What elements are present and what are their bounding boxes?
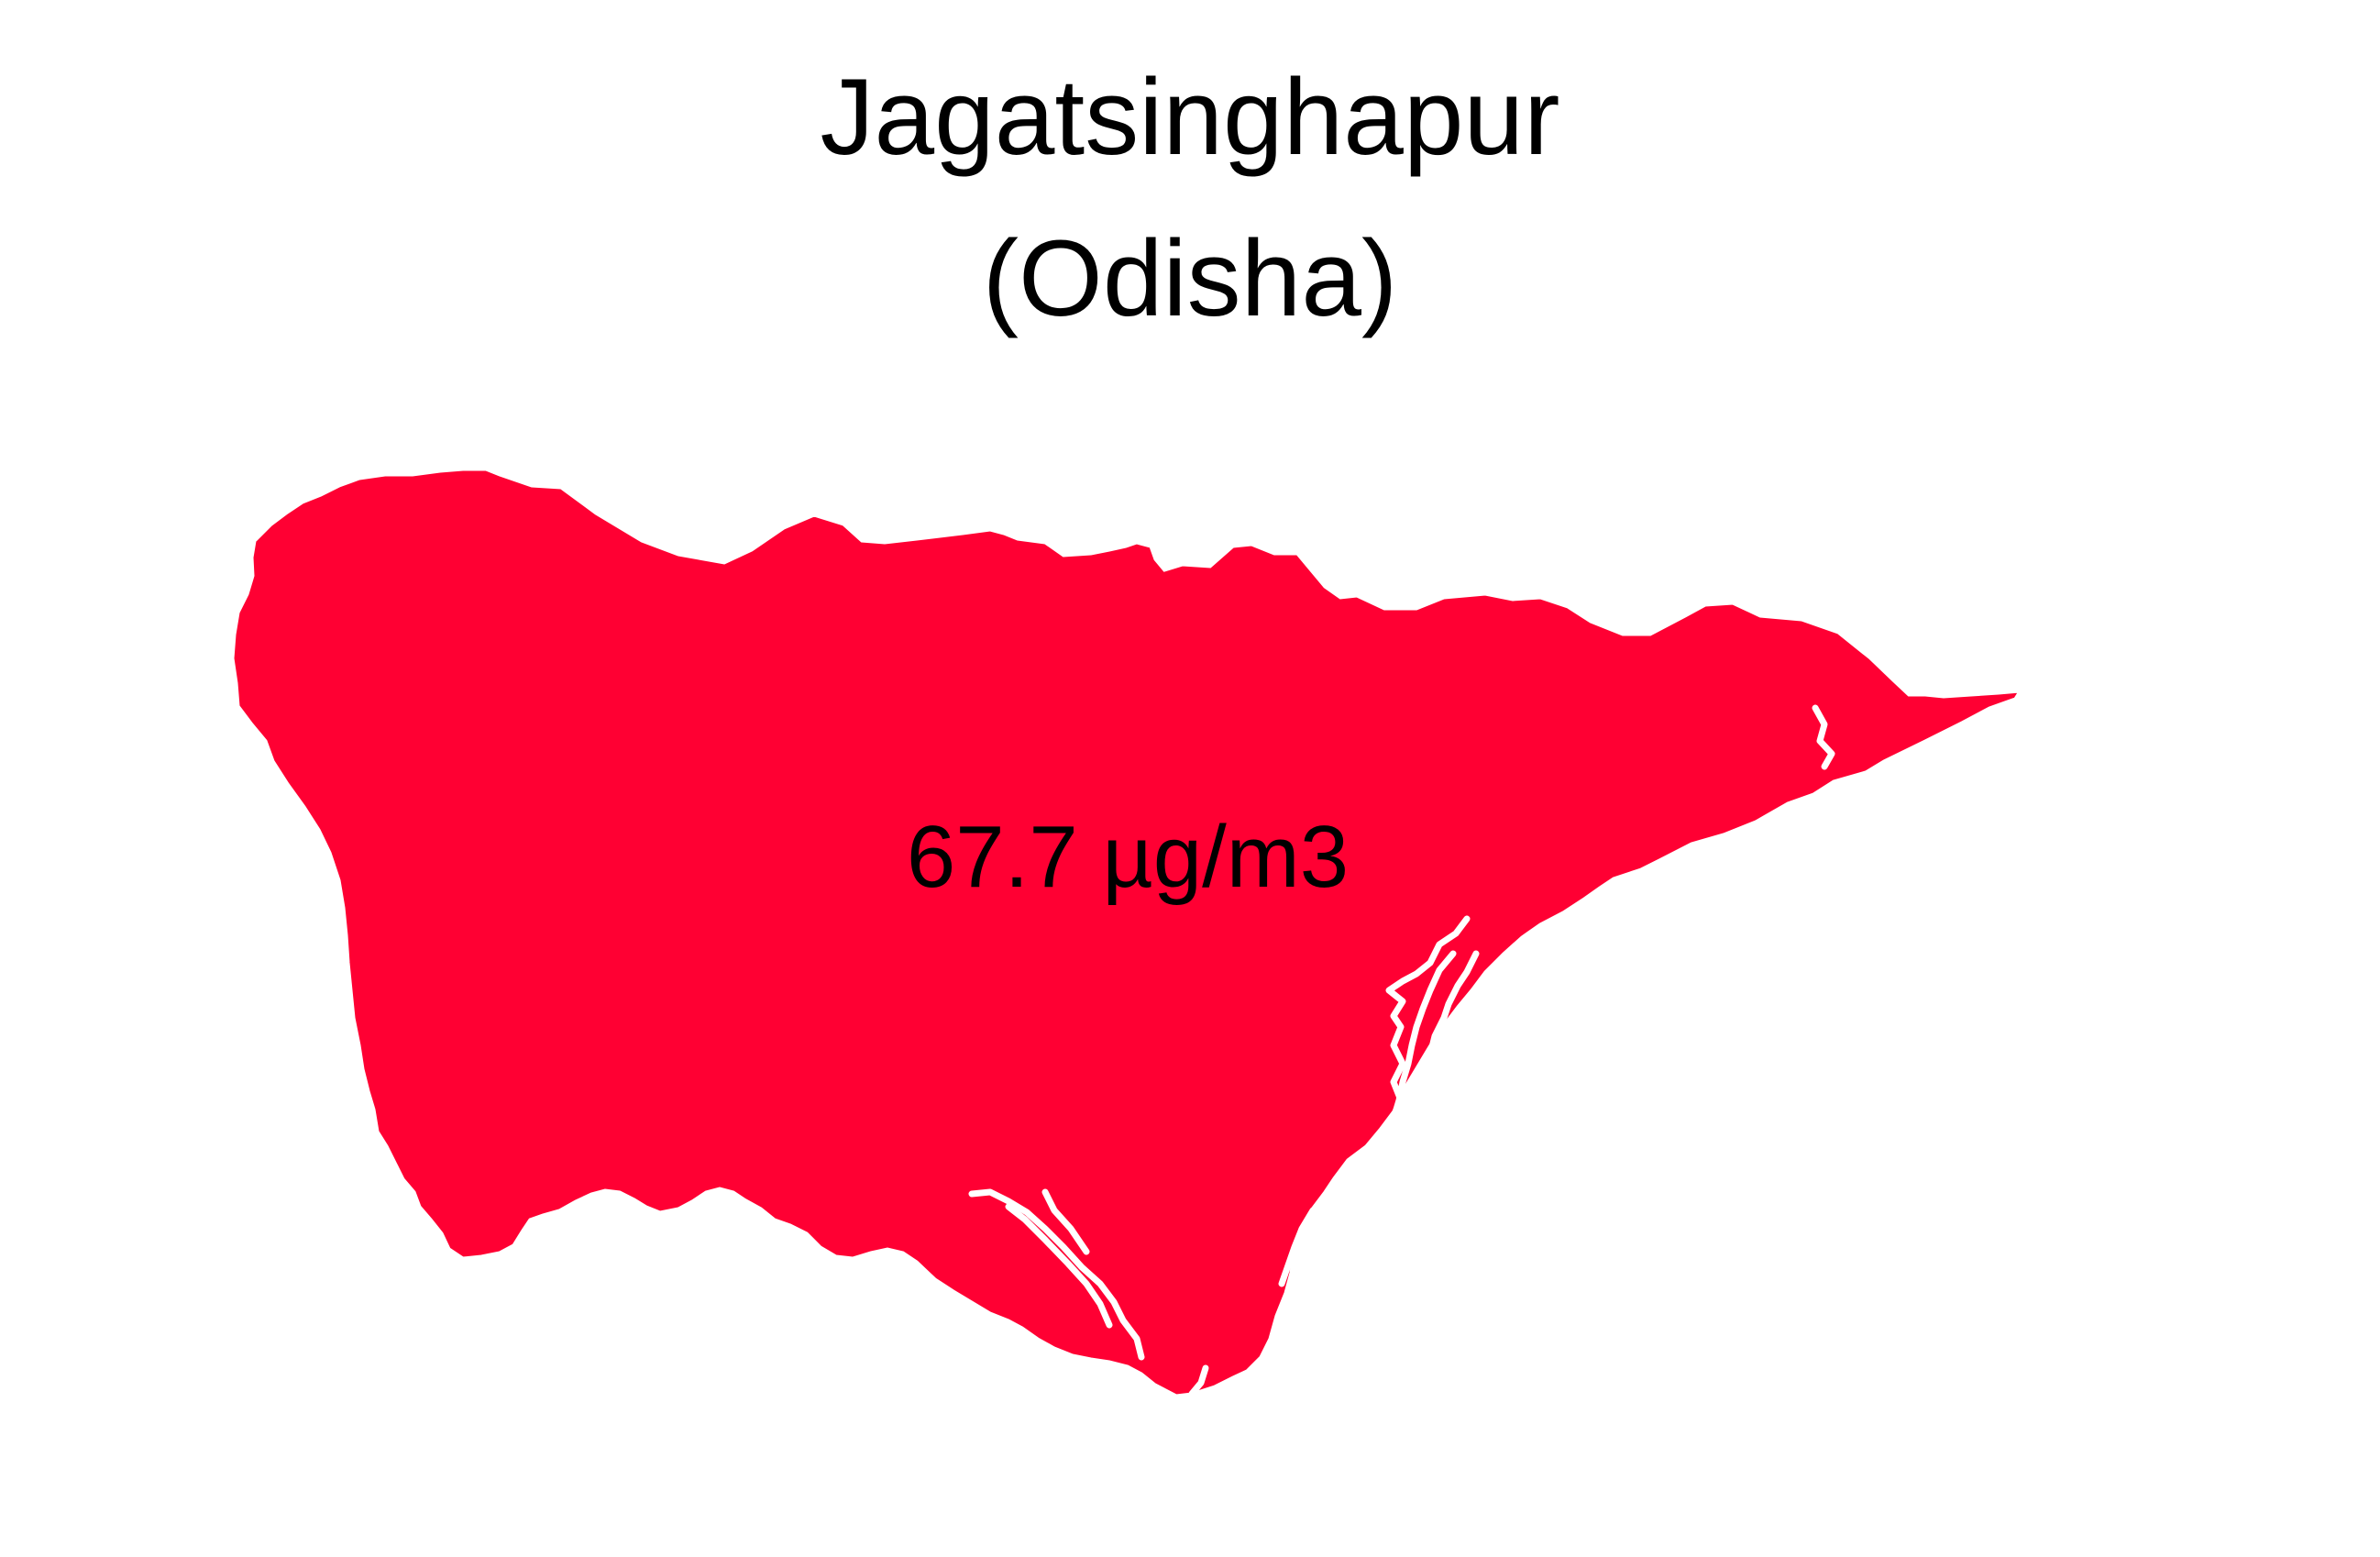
pm25-value-label: 67.7 µg/m3 [906, 808, 1350, 906]
map-title: Jagatsinghapur (Odisha) [0, 37, 2380, 359]
title-district: Jagatsinghapur [820, 57, 1560, 178]
title-state: (Odisha) [982, 218, 1398, 339]
river-channels [968, 704, 1835, 1397]
district-region-jagatsinghapur [231, 468, 2022, 1397]
